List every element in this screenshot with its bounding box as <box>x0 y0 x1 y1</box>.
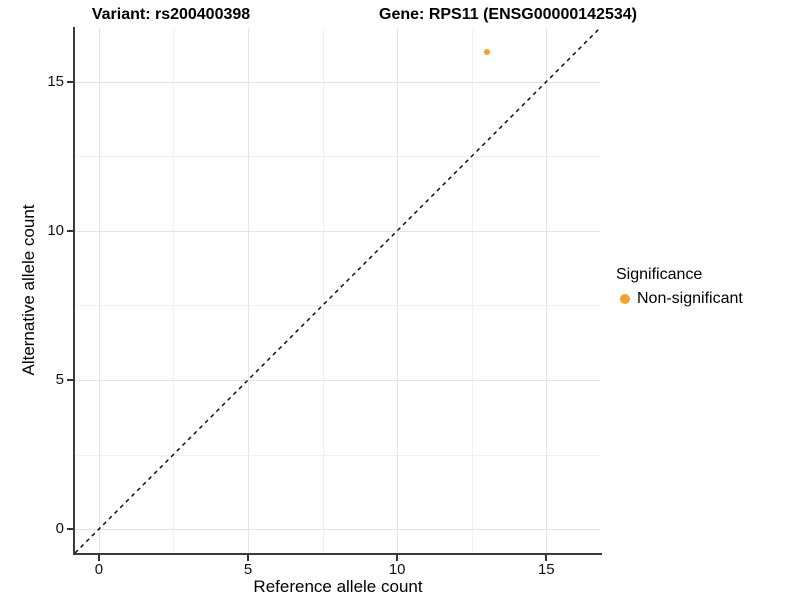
x-axis-title: Reference allele count <box>253 577 423 596</box>
gridline-minor-vertical <box>173 28 175 553</box>
gridline-minor-horizontal <box>75 156 600 158</box>
y-axis-tick <box>67 528 73 531</box>
legend-items: Non-significant <box>616 290 743 308</box>
gridline-major-horizontal <box>75 529 600 531</box>
gridline-major-vertical <box>98 28 100 553</box>
gridline-minor-horizontal <box>75 305 600 307</box>
x-axis-tick-label: 5 <box>243 561 253 578</box>
gridline-major-vertical <box>546 28 548 553</box>
y-axis-tick-label: 15 <box>47 72 64 90</box>
gridline-minor-vertical <box>322 28 324 553</box>
gridline-major-vertical <box>248 28 249 553</box>
x-axis-tick <box>247 555 249 561</box>
legend-dot-icon <box>620 294 630 304</box>
y-axis-tick <box>67 378 73 381</box>
data-point <box>483 48 490 55</box>
y-axis-tick-label: 10 <box>47 221 64 239</box>
plot-title-variant: Variant: rs200400398 <box>91 6 251 23</box>
x-axis-tick-label: 10 <box>388 561 406 578</box>
identity-line <box>75 28 600 553</box>
gridline-major-vertical <box>397 28 399 553</box>
y-axis-tick-label: 5 <box>55 370 64 388</box>
gridline-major-horizontal <box>75 230 600 232</box>
gridline-minor-horizontal <box>75 454 600 456</box>
plot-panel <box>75 28 600 553</box>
plot-title-gene: Gene: RPS11 (ENSG00000142534) <box>379 6 637 23</box>
y-axis-tick <box>67 229 73 232</box>
x-axis-tick <box>545 555 548 561</box>
gridline-major-horizontal <box>75 379 600 381</box>
legend-item-label: Non-significant <box>637 290 743 307</box>
y-axis-line <box>73 27 75 555</box>
legend-item: Non-significant <box>620 290 743 308</box>
x-axis-tick-label: 15 <box>537 561 555 578</box>
gridline-major-horizontal <box>75 81 600 83</box>
y-axis-tick-label: 0 <box>55 520 64 538</box>
legend-title: Significance <box>616 266 703 283</box>
x-axis-tick-label: 0 <box>94 561 104 578</box>
y-axis-tick <box>67 80 73 83</box>
x-axis-tick <box>396 555 399 561</box>
x-axis-tick <box>97 555 100 561</box>
x-axis-line <box>73 553 602 555</box>
gridline-minor-vertical <box>471 28 473 553</box>
legend: Significance Non-significant <box>616 266 743 312</box>
